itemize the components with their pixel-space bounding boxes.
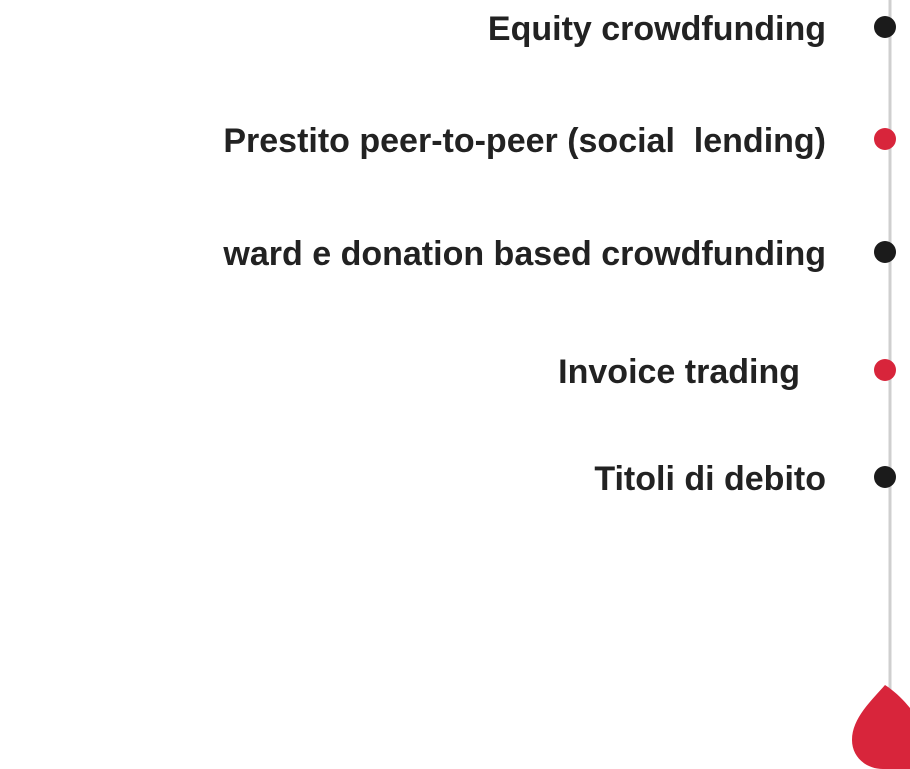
timeline-dot [874,16,896,38]
item-label: Prestito peer-to-peer (social lending) [223,122,826,160]
item-label: Titoli di debito [594,460,826,498]
timeline-dot [874,241,896,263]
item-label: ward e donation based crowdfunding [222,235,826,273]
drop-shape [852,685,910,769]
timeline-dot [874,359,896,381]
items: Equity crowdfunding Prestito peer-to-peer… [222,10,896,498]
item-label: Equity crowdfunding [488,10,826,48]
timeline-dot [874,128,896,150]
timeline-dot [874,466,896,488]
item-label: Invoice trading [558,353,800,391]
